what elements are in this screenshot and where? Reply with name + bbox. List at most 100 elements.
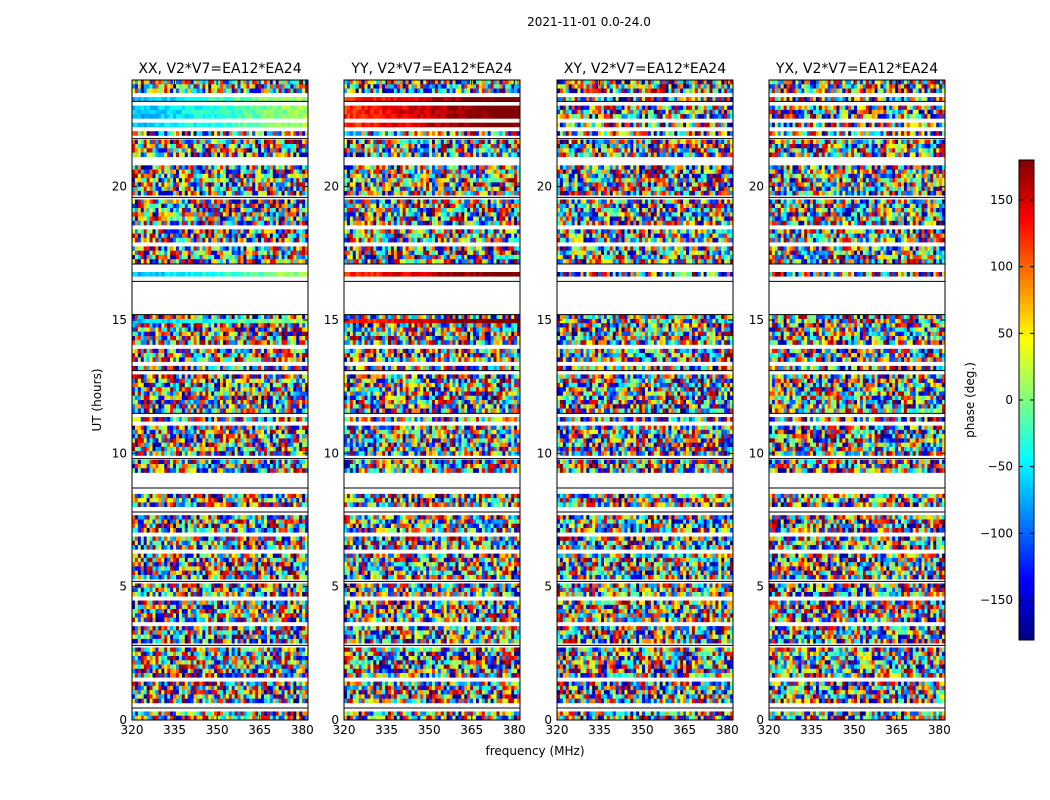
heatmap-cell (205, 353, 209, 358)
heatmap-cell (266, 382, 271, 388)
heatmap-cell (132, 540, 136, 546)
heatmap-cell (225, 378, 230, 384)
heatmap-cell (132, 122, 136, 128)
heatmap-cell (173, 353, 177, 358)
heatmap-cell (240, 80, 244, 85)
heatmap-cell (158, 272, 162, 277)
heatmap-cell (281, 404, 285, 409)
heatmap-cell (225, 464, 230, 469)
heatmap-cell (296, 199, 300, 205)
heatmap-cell (249, 186, 253, 192)
heatmap-cell (178, 246, 183, 251)
heatmap-cell (255, 169, 259, 175)
heatmap-cell (164, 148, 168, 153)
heatmap-cell (305, 391, 309, 397)
heatmap-cell (132, 425, 136, 431)
heatmap-cell (164, 553, 168, 559)
heatmap-cell (234, 122, 238, 128)
heatmap-cell (252, 190, 256, 196)
heatmap-cell (287, 237, 291, 243)
heatmap-cell (264, 468, 268, 473)
heatmap-cell (299, 395, 303, 401)
heatmap-cell (167, 114, 171, 119)
heatmap-cell (146, 254, 150, 260)
heatmap-cell (214, 570, 218, 576)
heatmap-cell (202, 250, 206, 256)
heatmap-cell (258, 382, 262, 388)
heatmap-cell (234, 408, 238, 414)
heatmap-cell (134, 378, 139, 384)
heatmap-cell (261, 451, 265, 456)
heatmap-cell (137, 186, 142, 192)
heatmap-cell (199, 391, 203, 397)
heatmap-cell (290, 237, 294, 243)
heatmap-cell (173, 173, 177, 179)
heatmap-cell (205, 553, 209, 559)
heatmap-cell (187, 80, 191, 85)
heatmap-cell (272, 387, 277, 392)
heatmap-cell (196, 152, 200, 158)
heatmap-cell (290, 144, 294, 149)
heatmap-cell (208, 216, 212, 222)
heatmap-cell (225, 438, 230, 443)
heatmap-cell (237, 97, 241, 102)
heatmap-cell (296, 557, 300, 563)
heatmap-cell (249, 566, 253, 571)
heatmap-cell (243, 250, 247, 256)
heatmap-cell (302, 173, 306, 179)
heatmap-cell (255, 438, 259, 443)
heatmap-cell (155, 459, 159, 465)
heatmap-cell (281, 165, 285, 170)
heatmap-cell (155, 131, 159, 136)
heatmap-cell (137, 523, 142, 529)
heatmap-cell (275, 353, 279, 358)
heatmap-cell (281, 446, 285, 452)
heatmap-cell (240, 148, 244, 153)
heatmap-cell (205, 272, 209, 277)
heatmap-cell (243, 122, 247, 128)
heatmap-cell (258, 570, 262, 576)
heatmap-cell (305, 515, 309, 520)
heatmap-cell (143, 429, 147, 435)
heatmap-cell (258, 378, 262, 384)
heatmap-cell (193, 459, 197, 465)
heatmap-cell (272, 365, 277, 371)
heatmap-cell (178, 348, 183, 354)
heatmap-cell (284, 250, 288, 256)
heatmap-cell (152, 114, 156, 119)
heatmap-cell (275, 464, 279, 469)
heatmap-cell (208, 144, 212, 149)
heatmap-cell (181, 434, 186, 439)
heatmap-cell (269, 331, 274, 337)
heatmap-cell (225, 446, 230, 452)
heatmap-cell (240, 574, 244, 580)
heatmap-cell (261, 314, 265, 320)
heatmap-cell (299, 152, 303, 158)
heatmap-cell (278, 105, 282, 111)
heatmap-cell (155, 109, 159, 115)
heatmap-cell (196, 365, 200, 371)
heatmap-cell (275, 254, 279, 260)
heatmap-cell (278, 570, 282, 576)
heatmap-cell (281, 557, 285, 563)
heatmap-cell (302, 122, 306, 128)
heatmap-cell (187, 570, 191, 576)
heatmap-cell (132, 220, 136, 226)
heatmap-cell (167, 186, 171, 192)
heatmap-cell (231, 382, 235, 388)
heatmap-cell (199, 178, 203, 183)
heatmap-cell (261, 536, 265, 542)
heatmap-cell (196, 340, 200, 345)
heatmap-cell (217, 502, 221, 507)
heatmap-cell (196, 391, 200, 397)
heatmap-cell (231, 523, 235, 529)
heatmap-cell (140, 574, 145, 580)
heatmap-cell (255, 425, 259, 431)
heatmap-cell (240, 502, 244, 507)
heatmap-cell (249, 237, 253, 243)
heatmap-cell (211, 536, 215, 542)
heatmap-cell (275, 323, 279, 328)
heatmap-cell (269, 173, 274, 179)
heatmap-cell (299, 327, 303, 333)
heatmap-cell (196, 148, 200, 153)
